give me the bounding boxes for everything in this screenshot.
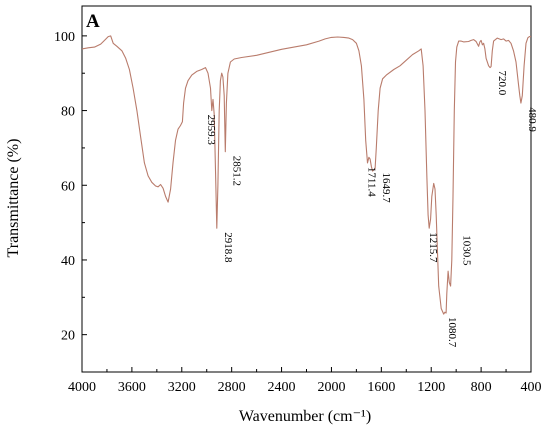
peak-label: 1649.7 [380, 173, 392, 204]
x-axis-label: Wavenumber (cm⁻¹) [239, 408, 371, 425]
peak-label: 1030.5 [460, 235, 472, 266]
x-tick-label: 2400 [268, 380, 296, 395]
peak-label: 480.9 [526, 107, 538, 132]
peak-label: 1080.7 [446, 317, 458, 348]
peak-label: 720.0 [496, 71, 508, 96]
peak-label: 1711.4 [366, 167, 378, 197]
peak-label: 2851.2 [230, 156, 242, 186]
y-tick-label: 100 [54, 30, 75, 45]
y-tick-label: 80 [61, 105, 75, 120]
x-tick-label: 3200 [168, 380, 196, 395]
x-tick-label: 2800 [218, 380, 246, 395]
x-tick-label: 2000 [317, 380, 345, 395]
x-tick-label: 1600 [367, 380, 395, 395]
x-tick-label: 3600 [118, 380, 146, 395]
x-tick-label: 800 [471, 380, 492, 395]
peak-label: 1215.7 [427, 232, 439, 263]
y-axis-label: Transmittance (%) [5, 139, 22, 258]
peak-label: 2959.3 [205, 115, 217, 146]
x-axis-ticks: 4000 3600 3200 2800 2400 2000 1600 1200 800 400 [68, 367, 542, 395]
y-tick-label: 20 [61, 329, 75, 344]
x-tick-label: 1200 [417, 380, 445, 395]
panel-label: A [86, 11, 100, 32]
x-tick-label: 4000 [68, 380, 96, 395]
spectrum-line [81, 35, 531, 315]
y-tick-label: 40 [61, 254, 75, 269]
peak-label: 2918.8 [222, 232, 234, 263]
peak-annotations: 2959.3 2918.8 2851.2 1711.4 1649.7 1215.7 1080… [205, 71, 538, 348]
plot-frame [81, 5, 532, 373]
y-axis-ticks: 20 40 60 80 100 [54, 30, 87, 344]
x-tick-label: 400 [521, 380, 542, 395]
y-tick-label: 60 [61, 179, 75, 194]
